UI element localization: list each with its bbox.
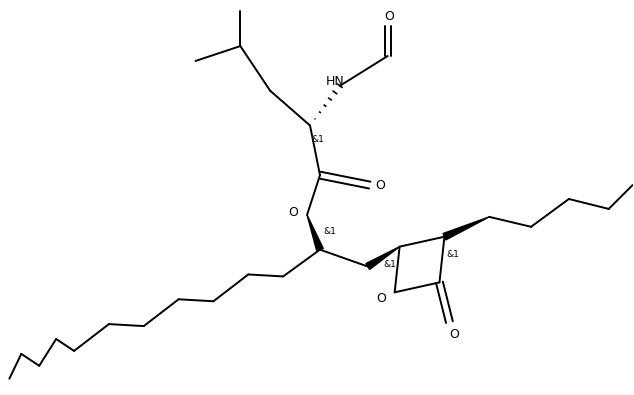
Text: &1: &1 <box>311 135 325 144</box>
Text: O: O <box>385 10 394 23</box>
Text: &1: &1 <box>323 227 337 236</box>
Polygon shape <box>443 217 489 240</box>
Text: O: O <box>375 179 385 192</box>
Text: &1: &1 <box>383 260 396 269</box>
Text: &1: &1 <box>446 250 459 259</box>
Polygon shape <box>366 246 399 269</box>
Text: O: O <box>288 207 298 219</box>
Text: O: O <box>376 292 385 305</box>
Polygon shape <box>307 215 323 251</box>
Text: HN: HN <box>326 75 345 88</box>
Text: O: O <box>450 327 459 340</box>
